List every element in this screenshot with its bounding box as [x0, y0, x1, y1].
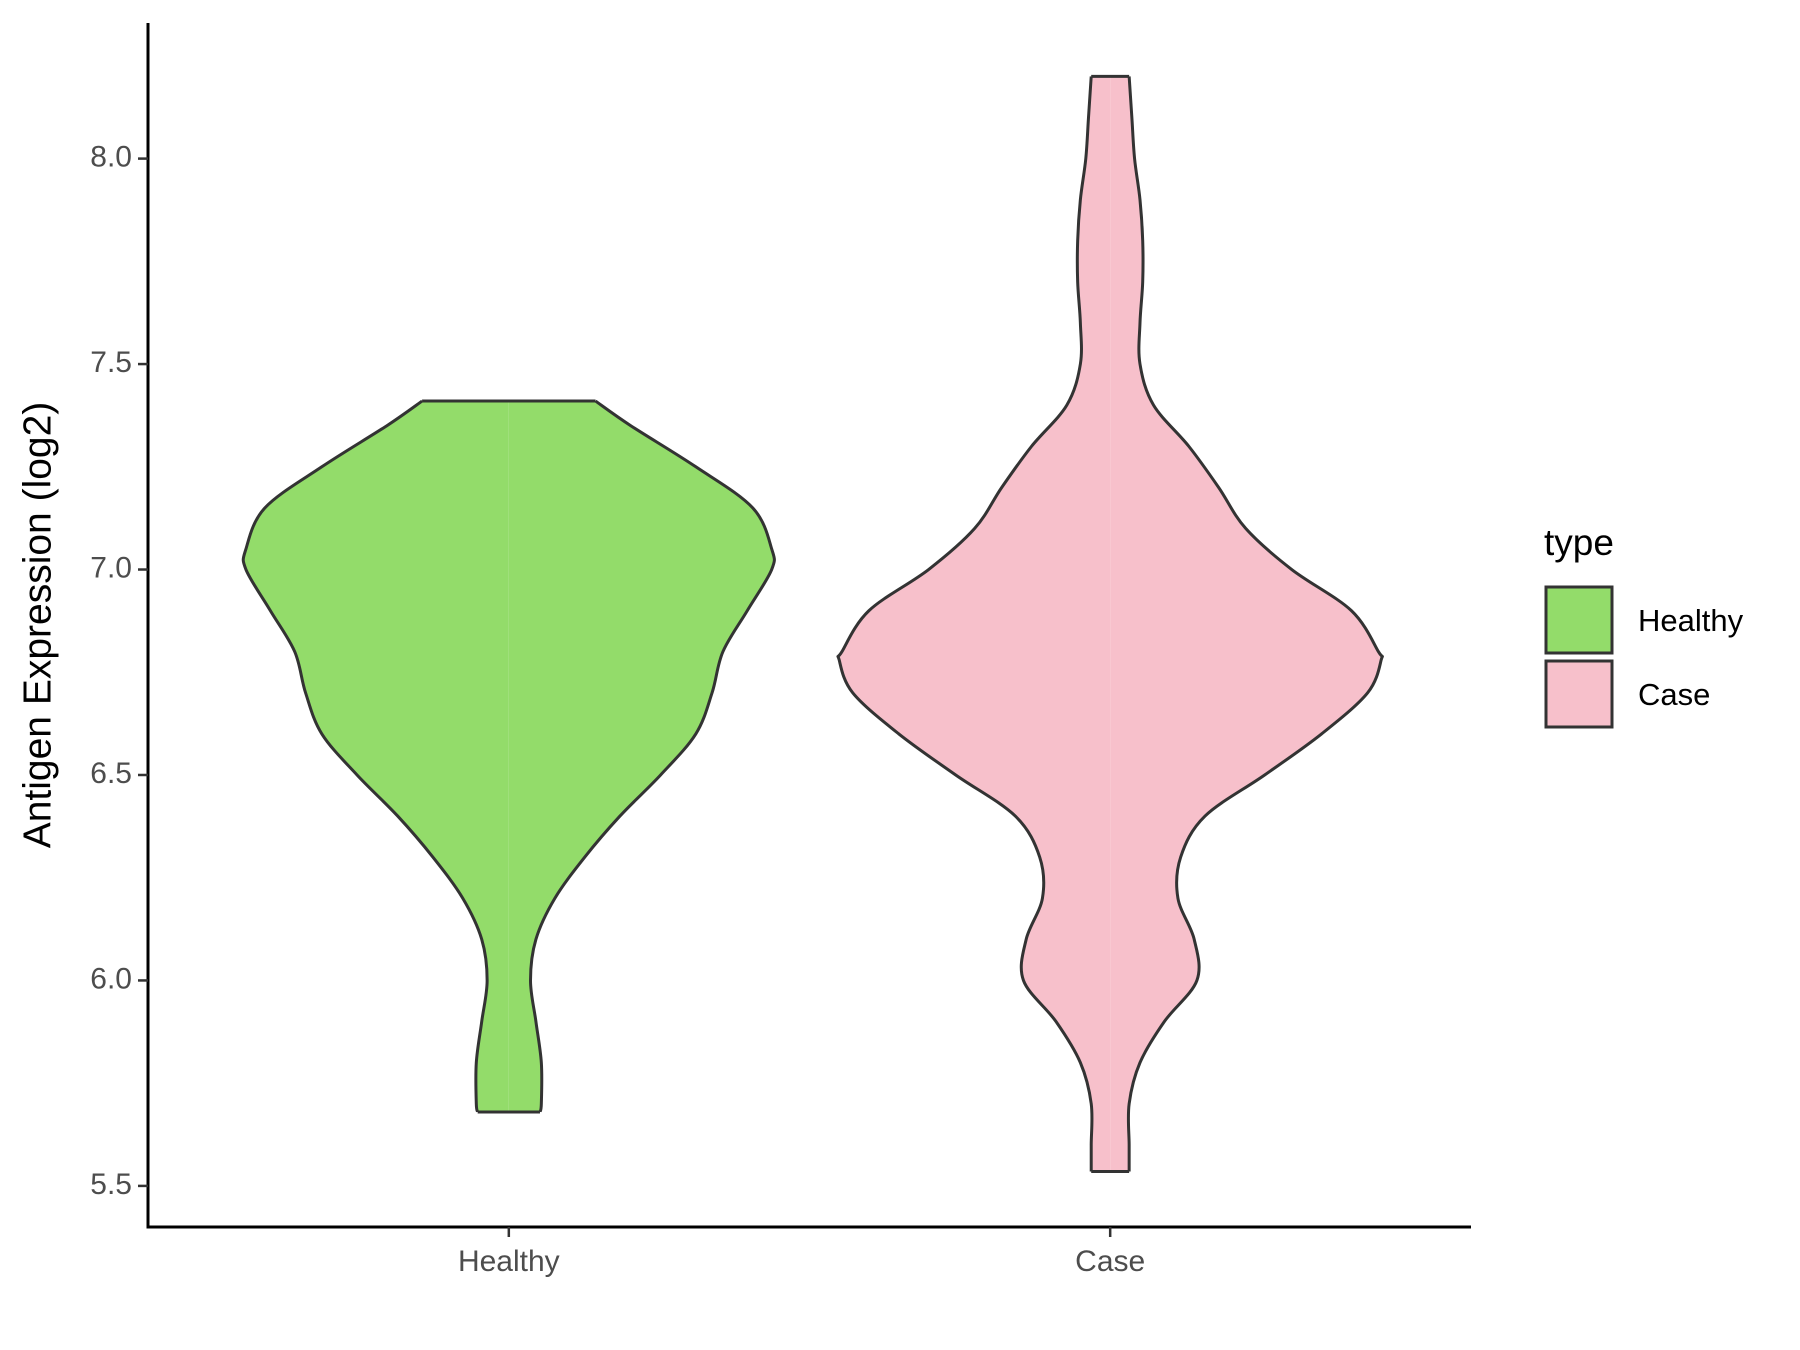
- legend-key: [1544, 585, 1614, 655]
- y-tick-label: 6.0: [90, 962, 132, 995]
- y-tick-label: 7.0: [90, 551, 132, 584]
- legend-title: type: [1544, 522, 1614, 563]
- y-axis-title: Antigen Expression (log2): [16, 402, 59, 849]
- violin-fill: [837, 76, 1111, 1172]
- violin-outline: [241, 399, 489, 1113]
- violin-outline: [836, 76, 1094, 1172]
- y-tick-label: 5.5: [90, 1168, 132, 1201]
- violin-fill: [243, 401, 509, 1112]
- x-tick-label: Healthy: [458, 1245, 560, 1278]
- x-tick-label: Case: [1075, 1245, 1145, 1278]
- violin-outline: [1126, 76, 1384, 1172]
- legend-label: Healthy: [1638, 603, 1744, 638]
- legend-label: Case: [1638, 677, 1710, 712]
- y-tick-label: 7.5: [90, 346, 132, 379]
- legend-key: [1544, 659, 1614, 729]
- y-tick-label: 6.5: [90, 757, 132, 790]
- violin-fill: [508, 401, 775, 1112]
- y-tick-label: 8.0: [90, 141, 132, 174]
- violin-fill: [1110, 76, 1383, 1172]
- violin-outline: [528, 399, 776, 1113]
